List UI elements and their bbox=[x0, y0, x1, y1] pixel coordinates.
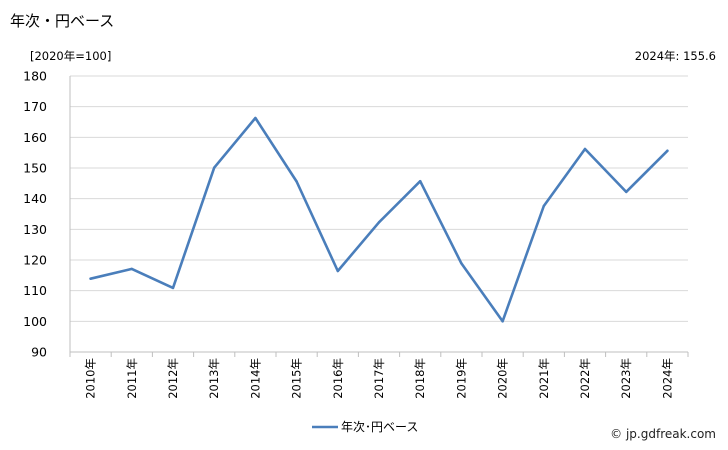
data-point: 2011年: 117.1 bbox=[130, 267, 133, 271]
x-tick-label: 2015年 bbox=[290, 358, 304, 399]
x-axis: 2010年 2011年 2012年 2013年 2014年 2015年 2016年 2017年… bbox=[69, 351, 689, 399]
data-point: 2010年: 113.9 bbox=[89, 277, 92, 280]
x-tick-label: 2018年 bbox=[413, 358, 427, 399]
y-tick-label: 180 bbox=[23, 69, 47, 84]
chart-title: 年次・円ベース bbox=[10, 12, 115, 30]
y-axis: 90 100 110 120 130 140 150 160 170 180 bbox=[23, 69, 71, 360]
grid-lines bbox=[70, 75, 688, 322]
data-point: 2015年: 145.6 bbox=[295, 180, 298, 183]
x-tick-label: 2017年 bbox=[372, 358, 386, 399]
y-tick-label: 140 bbox=[23, 191, 47, 206]
x-tick-label: 2020年 bbox=[496, 358, 510, 399]
y-tick-label: 170 bbox=[23, 99, 47, 114]
x-tick-label: 2019年 bbox=[454, 358, 468, 399]
data-point: 2022年: 156.2 bbox=[583, 147, 587, 151]
y-tick-label: 90 bbox=[31, 345, 47, 360]
y-tick-label: 150 bbox=[23, 161, 47, 176]
x-tick-label: 2022年 bbox=[578, 358, 592, 399]
y-tick-label: 110 bbox=[23, 283, 47, 298]
data-point: 2018年: 145.7 bbox=[419, 179, 422, 183]
y-tick-label: 130 bbox=[23, 222, 47, 237]
y-tick-label: 120 bbox=[23, 253, 47, 268]
data-point: 2019年: 118.9 bbox=[460, 262, 463, 265]
data-point: 2013年: 150.1 bbox=[213, 166, 216, 169]
x-tick-label: 2010年 bbox=[84, 358, 98, 399]
x-tick-label: 2012年 bbox=[166, 358, 180, 399]
x-tick-label: 2016年 bbox=[331, 358, 345, 399]
data-point: 2021年: 137.6 bbox=[542, 204, 545, 208]
data-point: 2023年: 142.2 bbox=[625, 190, 628, 194]
y-tick-label: 160 bbox=[23, 130, 47, 145]
x-tick-label: 2011年 bbox=[125, 358, 139, 399]
legend-label: 年次･円ベース bbox=[341, 420, 418, 434]
y-tick-label: 100 bbox=[23, 314, 47, 329]
data-point: 2016年: 116.4 bbox=[336, 269, 339, 273]
x-tick-label: 2013年 bbox=[207, 358, 221, 399]
x-tick-label: 2024年 bbox=[660, 358, 674, 399]
data-point: 2017年: 132.3 bbox=[377, 221, 381, 224]
y-axis-unit-label: [2020年=100] bbox=[30, 49, 112, 63]
x-tick-label: 2014年 bbox=[248, 358, 262, 399]
data-point: 2014年: 166.3 bbox=[254, 116, 257, 120]
data-point: 2012年: 110.9 bbox=[171, 286, 175, 290]
series-lines: 2010年: 113.9 2011年: 117.1 2012年: 110.9 2013… bbox=[89, 116, 669, 323]
data-point: 2020年: 100 bbox=[501, 320, 504, 323]
legend: 年次･円ベース bbox=[312, 420, 418, 434]
latest-value-label: 2024年: 155.6 bbox=[634, 49, 716, 63]
data-point: 2024年: 155.6 bbox=[666, 149, 669, 153]
x-tick-label: 2023年 bbox=[619, 358, 633, 399]
source-credit: © jp.gdfreak.com bbox=[610, 427, 716, 441]
x-tick-label: 2021年 bbox=[537, 358, 551, 399]
